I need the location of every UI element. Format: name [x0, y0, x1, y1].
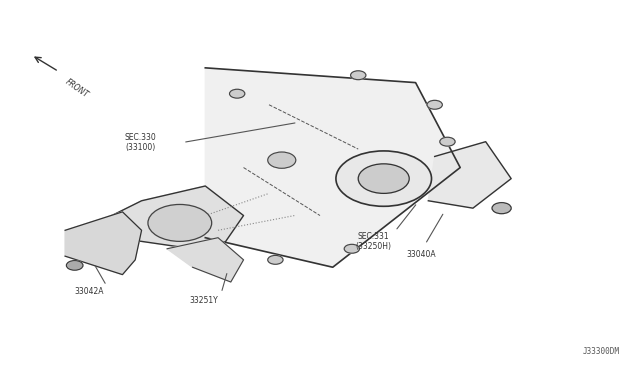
Circle shape	[427, 100, 442, 109]
Polygon shape	[97, 186, 244, 253]
Circle shape	[148, 205, 212, 241]
Circle shape	[67, 260, 83, 270]
Circle shape	[268, 152, 296, 168]
Polygon shape	[205, 68, 460, 267]
Text: 33042A: 33042A	[75, 287, 104, 296]
Text: FRONT: FRONT	[63, 77, 90, 99]
Text: 33251Y: 33251Y	[189, 296, 218, 305]
Text: SEC.330
(33100): SEC.330 (33100)	[124, 133, 156, 152]
Text: J33300DM: J33300DM	[582, 347, 620, 356]
Circle shape	[268, 256, 283, 264]
Circle shape	[336, 151, 431, 206]
Polygon shape	[65, 212, 141, 275]
Circle shape	[492, 203, 511, 214]
Circle shape	[230, 89, 245, 98]
Circle shape	[358, 164, 409, 193]
Text: SEC.331
(33250H): SEC.331 (33250H)	[355, 232, 391, 251]
Polygon shape	[167, 238, 244, 282]
Circle shape	[344, 244, 360, 253]
Circle shape	[440, 137, 455, 146]
Circle shape	[351, 71, 366, 80]
Polygon shape	[428, 142, 511, 208]
Text: 33040A: 33040A	[406, 250, 436, 259]
